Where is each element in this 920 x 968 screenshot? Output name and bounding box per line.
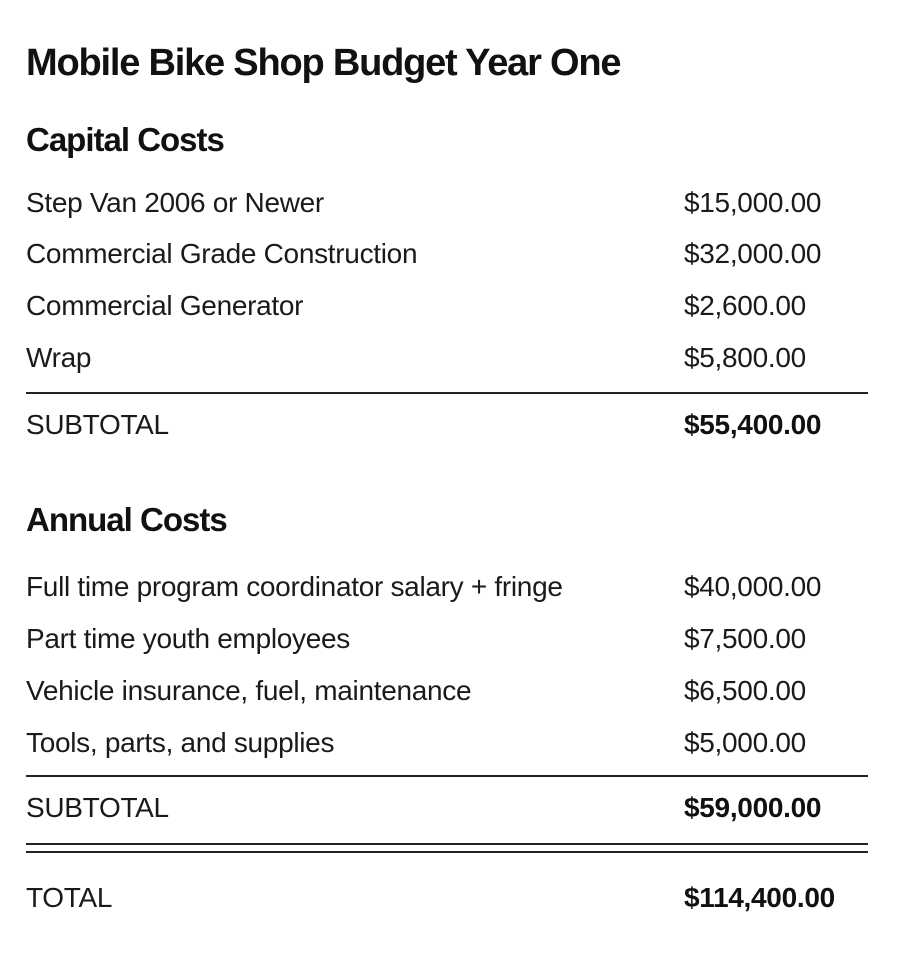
line-item-label: Vehicle insurance, fuel, maintenance — [26, 675, 472, 706]
total-label: TOTAL — [26, 882, 113, 913]
annual-cost-row: Tools, parts, and supplies $5,000.00 — [26, 725, 868, 761]
line-item-amount: $15,000.00 — [684, 187, 822, 218]
total-divider-bottom — [26, 851, 868, 853]
document-title: Mobile Bike Shop Budget Year One — [26, 42, 622, 84]
line-item-label: Step Van 2006 or Newer — [26, 187, 324, 218]
subtotal-label: SUBTOTAL — [26, 409, 169, 440]
subtotal-label: SUBTOTAL — [26, 792, 169, 823]
line-item-amount: $6,500.00 — [684, 675, 806, 706]
line-item-amount: $40,000.00 — [684, 571, 822, 602]
grand-total-row: TOTAL $114,400.00 — [26, 880, 868, 916]
annual-cost-row: Vehicle insurance, fuel, maintenance $6,… — [26, 673, 868, 709]
subtotal-divider — [26, 392, 868, 394]
line-item-label: Tools, parts, and supplies — [26, 727, 335, 758]
annual-costs-heading: Annual Costs — [26, 501, 228, 538]
line-item-amount: $2,600.00 — [684, 290, 806, 321]
annual-subtotal-row: SUBTOTAL $59,000.00 — [26, 790, 868, 826]
capital-cost-row: Step Van 2006 or Newer $15,000.00 — [26, 185, 868, 221]
line-item-amount: $7,500.00 — [684, 623, 806, 654]
annual-cost-row: Full time program coordinator salary + f… — [26, 569, 868, 605]
annual-cost-row: Part time youth employees $7,500.00 — [26, 621, 868, 657]
subtotal-amount: $55,400.00 — [684, 409, 822, 440]
line-item-label: Commercial Generator — [26, 290, 304, 321]
subtotal-amount: $59,000.00 — [684, 792, 822, 823]
subtotal-divider — [26, 775, 868, 777]
line-item-amount: $5,000.00 — [684, 727, 806, 758]
line-item-amount: $5,800.00 — [684, 342, 806, 373]
line-item-label: Part time youth employees — [26, 623, 350, 654]
line-item-label: Commercial Grade Construction — [26, 238, 418, 269]
capital-cost-row: Commercial Grade Construction $32,000.00 — [26, 236, 868, 272]
capital-cost-row: Commercial Generator $2,600.00 — [26, 288, 868, 324]
line-item-amount: $32,000.00 — [684, 238, 822, 269]
total-divider-top — [26, 843, 868, 845]
line-item-label: Full time program coordinator salary + f… — [26, 571, 563, 602]
capital-costs-heading: Capital Costs — [26, 121, 225, 158]
capital-cost-row: Wrap $5,800.00 — [26, 340, 868, 376]
capital-subtotal-row: SUBTOTAL $55,400.00 — [26, 407, 868, 443]
line-item-label: Wrap — [26, 342, 92, 373]
total-amount: $114,400.00 — [684, 882, 835, 913]
